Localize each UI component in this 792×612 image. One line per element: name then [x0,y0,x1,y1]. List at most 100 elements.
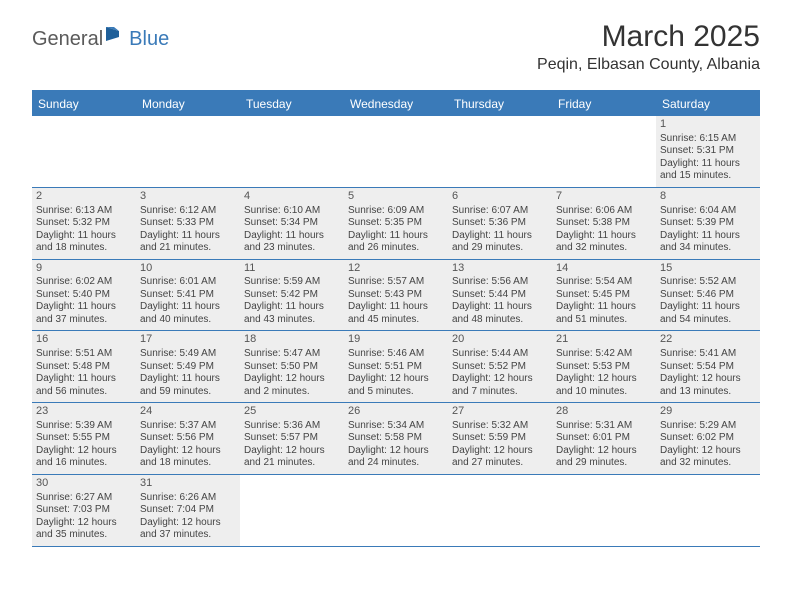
daylight-line: Daylight: 12 hours and 32 minutes. [660,445,756,470]
week-row: 16Sunrise: 5:51 AMSunset: 5:48 PMDayligh… [32,331,760,403]
sunset-line: Sunset: 5:32 PM [36,217,132,230]
sunset-line: Sunset: 5:38 PM [556,217,652,230]
sunset-line: Sunset: 5:48 PM [36,361,132,374]
day-header-cell: Thursday [448,92,552,116]
sunset-line: Sunset: 5:55 PM [36,432,132,445]
daylight-line: Daylight: 11 hours and 40 minutes. [140,301,236,326]
daylight-line: Daylight: 11 hours and 51 minutes. [556,301,652,326]
daylight-line: Daylight: 12 hours and 13 minutes. [660,373,756,398]
daylight-line: Daylight: 12 hours and 18 minutes. [140,445,236,470]
sunset-line: Sunset: 5:52 PM [452,361,548,374]
day-cell: 15Sunrise: 5:52 AMSunset: 5:46 PMDayligh… [656,260,760,331]
day-number: 27 [452,405,548,419]
sunset-line: Sunset: 5:35 PM [348,217,444,230]
day-cell: 9Sunrise: 6:02 AMSunset: 5:40 PMDaylight… [32,260,136,331]
sunrise-line: Sunrise: 6:01 AM [140,276,236,289]
daylight-line: Daylight: 11 hours and 56 minutes. [36,373,132,398]
daylight-line: Daylight: 12 hours and 2 minutes. [244,373,340,398]
sunset-line: Sunset: 5:56 PM [140,432,236,445]
daylight-line: Daylight: 11 hours and 32 minutes. [556,230,652,255]
day-number: 9 [36,262,132,276]
sunset-line: Sunset: 5:46 PM [660,289,756,302]
sunset-line: Sunset: 5:53 PM [556,361,652,374]
day-number: 7 [556,190,652,204]
day-cell: 21Sunrise: 5:42 AMSunset: 5:53 PMDayligh… [552,331,656,402]
sunrise-line: Sunrise: 5:41 AM [660,348,756,361]
sunrise-line: Sunrise: 5:46 AM [348,348,444,361]
day-number: 5 [348,190,444,204]
day-number: 3 [140,190,236,204]
day-cell: 31Sunrise: 6:26 AMSunset: 7:04 PMDayligh… [136,475,240,546]
daylight-line: Daylight: 12 hours and 29 minutes. [556,445,652,470]
day-cell: 14Sunrise: 5:54 AMSunset: 5:45 PMDayligh… [552,260,656,331]
daylight-line: Daylight: 11 hours and 18 minutes. [36,230,132,255]
sunset-line: Sunset: 5:39 PM [660,217,756,230]
sunrise-line: Sunrise: 6:02 AM [36,276,132,289]
day-cell [552,116,656,187]
daylight-line: Daylight: 12 hours and 16 minutes. [36,445,132,470]
daylight-line: Daylight: 11 hours and 26 minutes. [348,230,444,255]
sunset-line: Sunset: 5:51 PM [348,361,444,374]
day-number: 2 [36,190,132,204]
month-title: March 2025 [537,20,760,54]
day-number: 10 [140,262,236,276]
day-number: 12 [348,262,444,276]
day-number: 14 [556,262,652,276]
sunrise-line: Sunrise: 5:54 AM [556,276,652,289]
day-header-cell: Wednesday [344,92,448,116]
day-number: 31 [140,477,236,491]
sunrise-line: Sunrise: 6:10 AM [244,205,340,218]
day-cell: 29Sunrise: 5:29 AMSunset: 6:02 PMDayligh… [656,403,760,474]
daylight-line: Daylight: 11 hours and 29 minutes. [452,230,548,255]
day-cell: 20Sunrise: 5:44 AMSunset: 5:52 PMDayligh… [448,331,552,402]
logo: General Blue [32,20,169,51]
day-number: 8 [660,190,756,204]
sunrise-line: Sunrise: 6:27 AM [36,492,132,505]
day-number: 4 [244,190,340,204]
daylight-line: Daylight: 12 hours and 27 minutes. [452,445,548,470]
day-number: 1 [660,118,756,132]
sunset-line: Sunset: 7:04 PM [140,504,236,517]
sunrise-line: Sunrise: 6:04 AM [660,205,756,218]
day-number: 17 [140,333,236,347]
sunrise-line: Sunrise: 5:31 AM [556,420,652,433]
sunrise-line: Sunrise: 6:15 AM [660,133,756,146]
week-row: 30Sunrise: 6:27 AMSunset: 7:03 PMDayligh… [32,475,760,547]
day-number: 21 [556,333,652,347]
sunrise-line: Sunrise: 5:57 AM [348,276,444,289]
daylight-line: Daylight: 12 hours and 21 minutes. [244,445,340,470]
day-number: 18 [244,333,340,347]
sunset-line: Sunset: 5:31 PM [660,145,756,158]
sunrise-line: Sunrise: 6:12 AM [140,205,236,218]
day-cell [240,116,344,187]
sunrise-line: Sunrise: 6:13 AM [36,205,132,218]
sunset-line: Sunset: 5:42 PM [244,289,340,302]
day-cell: 27Sunrise: 5:32 AMSunset: 5:59 PMDayligh… [448,403,552,474]
sunset-line: Sunset: 5:54 PM [660,361,756,374]
daylight-line: Daylight: 12 hours and 7 minutes. [452,373,548,398]
daylight-line: Daylight: 11 hours and 37 minutes. [36,301,132,326]
day-header-cell: Friday [552,92,656,116]
day-cell [448,475,552,546]
day-cell: 16Sunrise: 5:51 AMSunset: 5:48 PMDayligh… [32,331,136,402]
daylight-line: Daylight: 12 hours and 10 minutes. [556,373,652,398]
day-number: 26 [348,405,444,419]
day-cell: 23Sunrise: 5:39 AMSunset: 5:55 PMDayligh… [32,403,136,474]
sunset-line: Sunset: 6:02 PM [660,432,756,445]
calendar: SundayMondayTuesdayWednesdayThursdayFrid… [32,90,760,547]
daylight-line: Daylight: 11 hours and 59 minutes. [140,373,236,398]
week-row: 2Sunrise: 6:13 AMSunset: 5:32 PMDaylight… [32,188,760,260]
sunset-line: Sunset: 5:44 PM [452,289,548,302]
sunset-line: Sunset: 5:34 PM [244,217,340,230]
day-number: 23 [36,405,132,419]
day-cell: 22Sunrise: 5:41 AMSunset: 5:54 PMDayligh… [656,331,760,402]
sunset-line: Sunset: 5:59 PM [452,432,548,445]
week-row: 9Sunrise: 6:02 AMSunset: 5:40 PMDaylight… [32,260,760,332]
day-cell: 30Sunrise: 6:27 AMSunset: 7:03 PMDayligh… [32,475,136,546]
day-header-cell: Monday [136,92,240,116]
day-cell [344,475,448,546]
sunrise-line: Sunrise: 5:36 AM [244,420,340,433]
sunrise-line: Sunrise: 5:56 AM [452,276,548,289]
day-cell [656,475,760,546]
day-header-row: SundayMondayTuesdayWednesdayThursdayFrid… [32,92,760,116]
